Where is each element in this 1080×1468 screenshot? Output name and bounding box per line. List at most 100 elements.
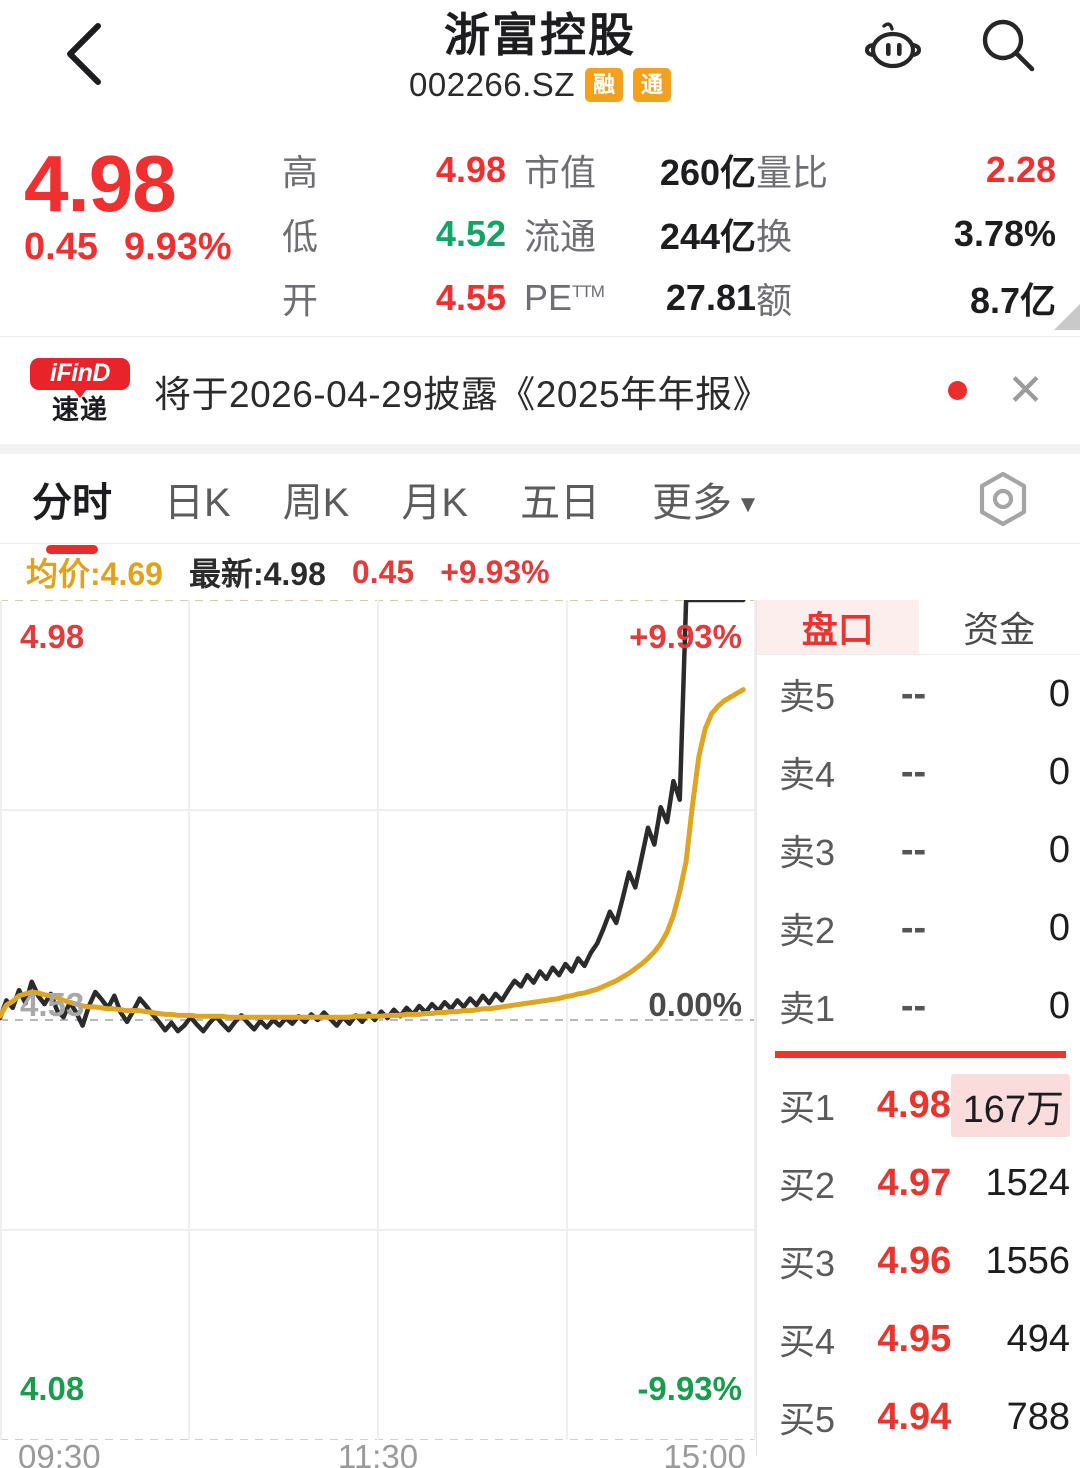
order-book-panel: 盘口 资金 卖5 -- 0 卖4 -- 0 卖3 -- 0 卖2 -- 0 卖1 -- 0 买1 4.98 167… [756,600,1080,1456]
tab-capital-flow[interactable]: 资金 [963,609,1036,650]
stat-label-pe: PETTM [524,277,605,318]
order-book-volume: 0 [1048,828,1070,871]
order-book-price: 4.94 [877,1395,952,1438]
order-book-volume: 0 [1048,984,1070,1027]
order-book-price: -- [900,906,927,949]
chart-tab-bar: 分时 日K 周K 月K 五日 更多 ▼ [0,444,1080,554]
order-book-level-label: 买3 [779,1243,836,1284]
last-price: 4.98 [24,139,177,228]
stat-label-market-cap: 市值 [524,152,597,193]
order-book-level-label: 卖2 [779,910,836,951]
time-tick-mid: 11:30 [337,1438,419,1468]
tab-orderbook[interactable]: 盘口 [757,600,919,654]
tab-more[interactable]: 更多 ▼ [652,480,760,525]
title-block: 浙富控股 002266.SZ 融 通 [0,8,1080,104]
change-percent: 9.93% [123,226,232,268]
order-book-volume: 0 [1048,750,1070,793]
chart-and-orderbook: 4.98 +9.93% 4.53 0.00% 4.08 -9.93% 09:30… [0,600,1080,1468]
order-book-price: -- [900,828,927,871]
axis-label-bottom-right: -9.93% [637,1370,742,1407]
axis-label-top-left: 4.98 [20,618,85,655]
badge-connect: 通 [632,68,671,102]
axis-label-top-right: +9.93% [629,618,742,655]
header-actions [862,14,1040,78]
order-book-level-label: 买1 [779,1087,836,1128]
stat-label-turnover: 换 [756,216,793,257]
stat-label-high: 高 [282,152,319,193]
order-book-volume: 0 [1048,672,1070,715]
order-book-volume: 788 [1006,1395,1070,1438]
tab-day-k[interactable]: 日K [164,480,231,525]
stat-value-amount: 8.7亿 [969,280,1056,321]
time-tick-open: 09:30 [18,1438,101,1468]
legend-avg-price: 均价:4.69 [26,556,163,592]
tab-fenshi[interactable]: 分时 [32,470,112,554]
app-header: 浙富控股 002266.SZ 融 通 [0,0,1080,126]
legend-last-price: 最新:4.98 [188,556,326,592]
order-book-level-label: 买4 [779,1321,836,1362]
price-block: 4.98 0.45 9.93% [24,126,282,269]
order-book-row[interactable]: 买1 4.98 167万 [757,1066,1080,1144]
page-title: 浙富控股 [444,9,636,61]
stat-label-low: 低 [282,216,319,257]
chart-legend: 均价:4.69 最新:4.98 0.45 +9.93% [0,544,1080,600]
chevron-down-icon: ▼ [736,490,760,518]
order-book-row[interactable]: 卖1 -- 0 [757,967,1080,1045]
order-book-price: 4.95 [877,1317,952,1360]
change-row: 0.45 9.93% [24,226,282,269]
order-book-price: -- [900,984,927,1027]
search-icon [982,19,1035,72]
stat-label-volume-ratio: 量比 [756,152,829,193]
stat-value-float-cap: 244亿 [659,216,756,257]
change-absolute: 0.45 [24,226,98,268]
order-book-row[interactable]: 买2 4.97 1524 [757,1144,1080,1222]
stat-value-market-cap: 260亿 [659,152,756,193]
order-book-row[interactable]: 卖4 -- 0 [757,733,1080,811]
order-book-row[interactable]: 买3 4.96 1556 [757,1222,1080,1300]
corner-fold-decoration [1054,304,1080,330]
stat-value-open: 4.55 [435,277,506,318]
tab-five-day[interactable]: 五日 [520,480,601,525]
time-axis: 09:30 11:30 15:00 [0,1438,756,1468]
code-row: 002266.SZ 融 通 [0,66,1080,104]
announcement-bar[interactable]: iFinD 速递 将于2026-04-29披露《2025年年报》 ✕ [0,336,1080,444]
robot-assistant-icon [864,22,922,69]
stat-label-float-cap: 流通 [524,216,597,257]
stat-value-volume-ratio: 2.28 [985,149,1056,190]
axis-label-mid-left: 4.53 [20,986,85,1023]
order-book-level-label: 卖5 [779,676,836,717]
order-book-row[interactable]: 买5 4.94 788 [757,1378,1080,1456]
stat-value-turnover: 3.78% [953,213,1056,254]
order-book-level-label: 卖4 [779,754,836,795]
search-button[interactable] [976,14,1040,78]
quote-stats-grid: 高 4.98 市值 260亿 低 4.52 流通 244亿 开 4.55 PET… [282,126,756,330]
chart-canvas [0,600,756,1440]
quote-panel: 4.98 0.45 9.93% 高 4.98 市值 260亿 低 4.52 流通… [0,126,1080,336]
chart-series [0,600,746,1034]
order-book-level-label: 买2 [779,1165,836,1206]
order-book-volume: 0 [1048,906,1070,949]
close-icon[interactable]: ✕ [1007,365,1044,415]
ifind-logo-bottom: 速递 [52,394,108,425]
axis-label-mid-right: 0.00% [648,986,742,1023]
order-book-row[interactable]: 卖2 -- 0 [757,889,1080,967]
badge-margin: 融 [584,68,623,102]
intraday-chart[interactable]: 4.98 +9.93% 4.53 0.00% 4.08 -9.93% 09:30… [0,600,756,1468]
robot-assistant-button[interactable] [862,14,926,78]
hex-settings-icon [979,471,1027,526]
order-book-row[interactable]: 买4 4.95 494 [757,1300,1080,1378]
order-book-divider [775,1051,1066,1058]
order-book-row[interactable]: 卖5 -- 0 [757,655,1080,733]
back-button[interactable] [52,18,122,90]
order-book-row[interactable]: 卖3 -- 0 [757,811,1080,889]
legend-change-abs: 0.45 [351,553,415,590]
chart-settings-button[interactable] [972,468,1034,530]
order-book-level-label: 卖3 [779,832,836,873]
tab-week-k[interactable]: 周K [282,480,350,525]
order-book-rows: 卖5 -- 0 卖4 -- 0 卖3 -- 0 卖2 -- 0 卖1 -- 0 买1 4.98 167万 买2 4.9… [757,655,1080,1456]
order-book-volume: 494 [1006,1317,1070,1360]
tab-month-k[interactable]: 月K [401,480,469,525]
chevron-left-icon [67,23,101,85]
order-book-volume: 1556 [985,1239,1070,1282]
